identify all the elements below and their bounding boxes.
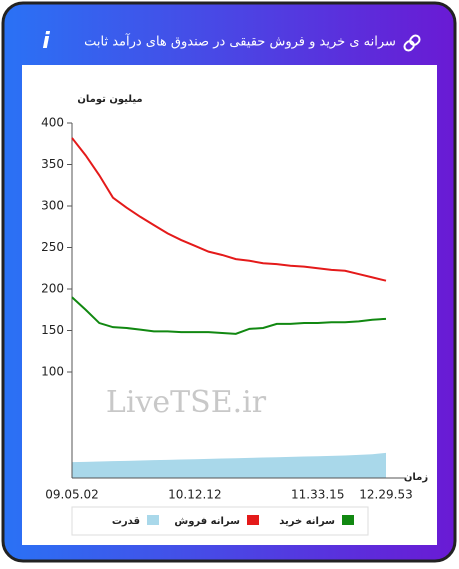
y-tick-label: 400 <box>41 116 64 130</box>
y-tick-label: 250 <box>41 240 64 254</box>
legend-label: سرانه خرید <box>279 516 335 527</box>
y-axis-label: میلیون تومان <box>77 94 142 105</box>
legend-label: قدرت <box>112 516 140 527</box>
x-tick-label: 11.33.15 <box>291 488 344 502</box>
y-tick-label: 100 <box>41 365 64 379</box>
y-tick-label: 200 <box>41 282 64 296</box>
line <box>71 137 387 282</box>
legend-swatch <box>247 515 259 525</box>
chart-title: سرانه ی خرید و فروش حقیقی در صندوق های د… <box>84 33 396 50</box>
x-tick-label: 12.29.53 <box>359 488 412 502</box>
x-tick-label: 09.05.02 <box>45 488 98 502</box>
y-tick-label: 300 <box>41 199 64 213</box>
legend <box>71 506 369 536</box>
info-icon[interactable]: i <box>42 29 50 54</box>
link-icon[interactable] <box>403 34 421 52</box>
legend-label: سرانه فروش <box>174 516 240 527</box>
legend-swatch <box>342 515 354 525</box>
x-axis-label: زمان <box>404 472 428 483</box>
x-tick-label: 10.12.12 <box>168 488 221 502</box>
legend-swatch <box>147 515 159 525</box>
watermark: LiveTSE.ir <box>106 385 267 420</box>
y-tick-label: 350 <box>41 157 64 171</box>
power-area <box>72 452 386 478</box>
y-tick-label: 150 <box>41 323 64 337</box>
line <box>71 296 387 335</box>
